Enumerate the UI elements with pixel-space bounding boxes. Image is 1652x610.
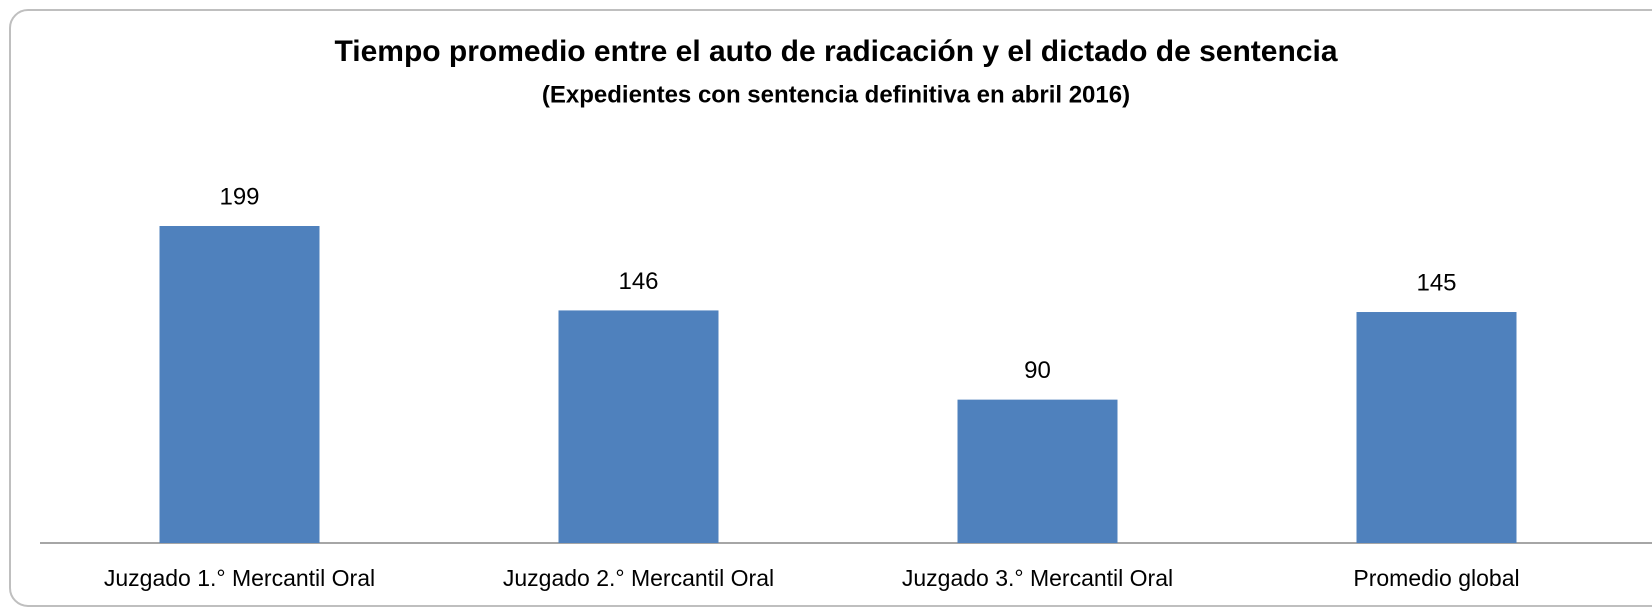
- chart-subtitle: (Expedientes con sentencia definitiva en…: [542, 81, 1130, 108]
- data-label: 145: [1416, 269, 1456, 296]
- chart-border: [9, 9, 1652, 607]
- x-tick-label: Juzgado 2.° Mercantil Oral: [503, 565, 774, 591]
- x-tick-label: Juzgado 3.° Mercantil Oral: [902, 565, 1173, 591]
- bar: [957, 399, 1118, 543]
- bar: [1356, 312, 1517, 543]
- bar: [159, 226, 320, 543]
- bar: [558, 310, 719, 543]
- data-label: 90: [1024, 357, 1051, 384]
- data-label: 146: [618, 268, 658, 295]
- data-label: 199: [219, 183, 259, 210]
- x-tick-label: Juzgado 1.° Mercantil Oral: [104, 565, 375, 591]
- chart-title: Tiempo promedio entre el auto de radicac…: [334, 35, 1337, 68]
- x-tick-label: Promedio global: [1353, 565, 1519, 591]
